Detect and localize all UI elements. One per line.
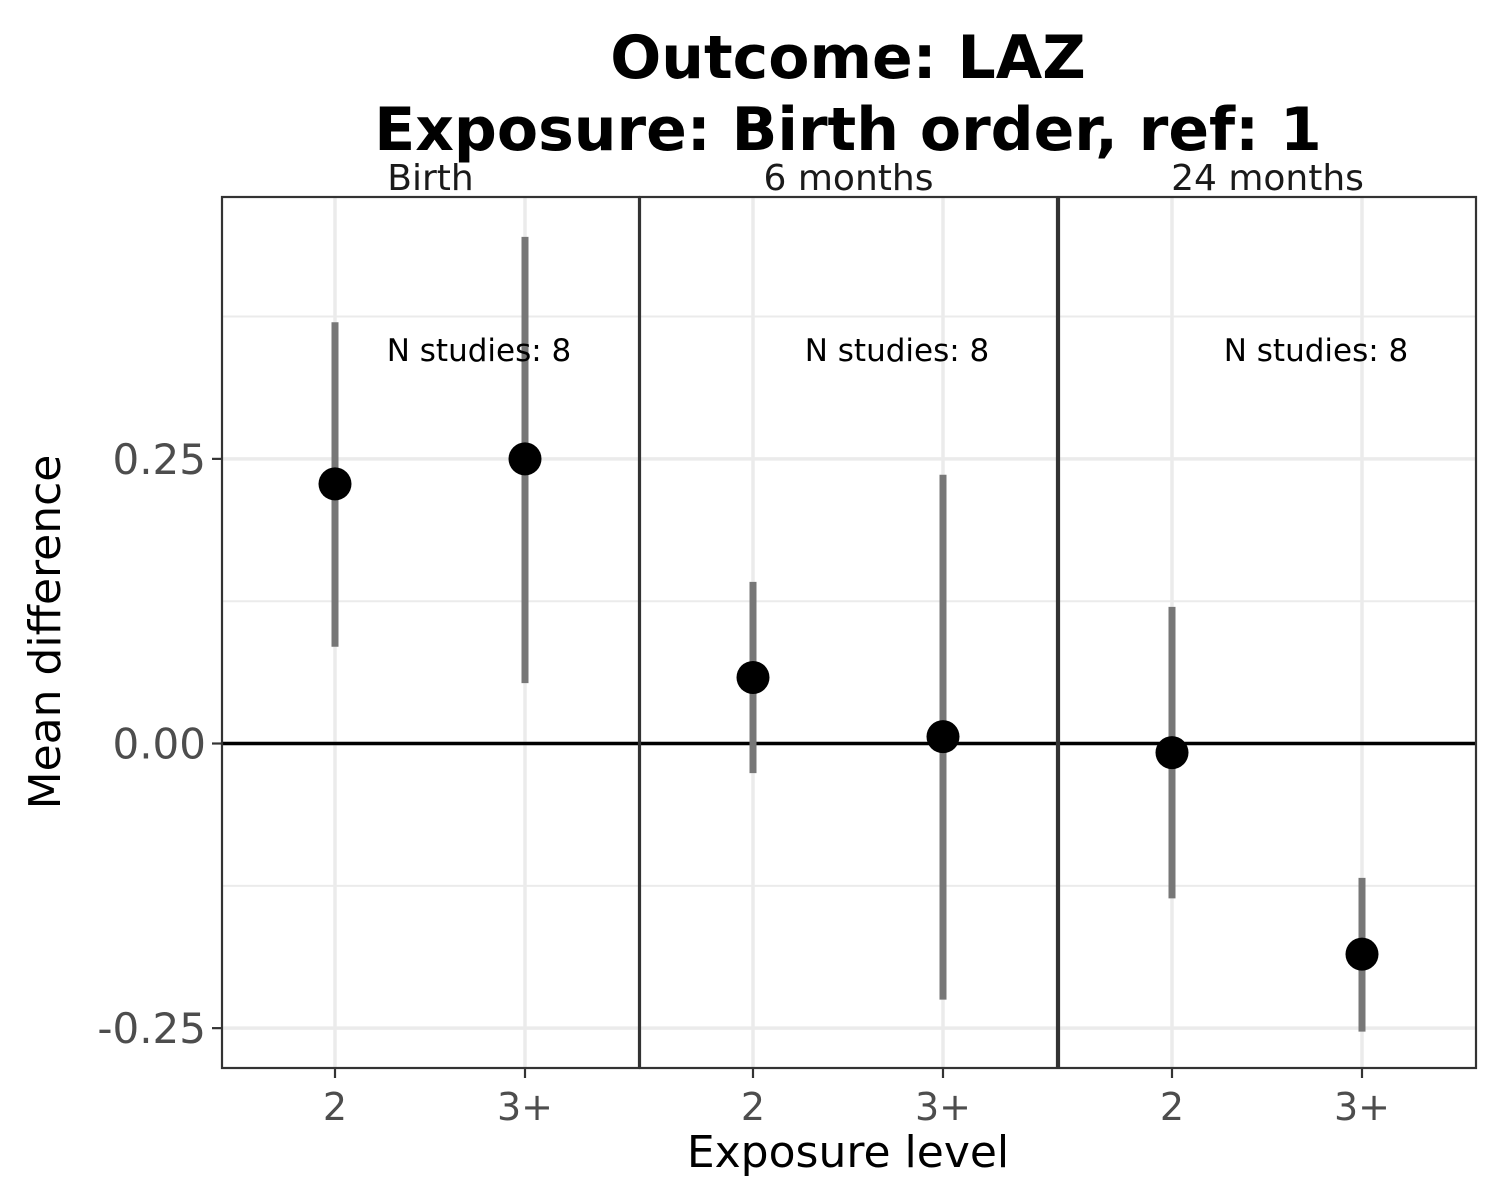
point-estimate	[736, 660, 770, 694]
y-axis-label: Mean difference	[20, 455, 71, 810]
panel-border	[1057, 195, 1478, 1070]
x-tick-label: 2	[1160, 1085, 1184, 1129]
facet-label: Birth	[387, 158, 473, 199]
x-tick-label: 3+	[1334, 1085, 1390, 1129]
y-tick-label: 0.25	[112, 435, 206, 484]
point-estimate	[926, 720, 960, 754]
x-tick-label: 2	[323, 1085, 347, 1129]
facet-label: 6 months	[764, 158, 934, 199]
y-tick-label: 0.00	[112, 720, 206, 769]
x-axis-label: Exposure level	[687, 1127, 1009, 1178]
x-tick-label: 3+	[497, 1085, 553, 1129]
panel-1: N studies: 8 Birth 2 3+	[220, 158, 641, 1129]
n-studies-label: N studies: 8	[387, 333, 572, 369]
x-tick-label: 3+	[915, 1085, 971, 1129]
panel-border	[638, 195, 1059, 1070]
point-estimate	[1345, 937, 1379, 971]
panel-background	[1059, 197, 1476, 1068]
y-axis: -0.25 0.00 0.25	[97, 435, 222, 1053]
n-studies-label: N studies: 8	[1224, 333, 1409, 369]
panel-2: N studies: 8 6 months 2 3+	[638, 158, 1059, 1129]
panel-background	[640, 197, 1057, 1068]
panel-background	[222, 197, 639, 1068]
chart-title-line-2: Exposure: Birth order, ref: 1	[374, 95, 1322, 165]
x-tick-label: 2	[741, 1085, 765, 1129]
facet-label: 24 months	[1171, 158, 1364, 199]
point-estimate	[1155, 736, 1189, 770]
panels: N studies: 8 Birth 2 3+ N studies: 8 6 months…	[220, 158, 1478, 1129]
panel-3: N studies: 8 24 months 2 3+	[1057, 158, 1478, 1129]
point-estimate	[318, 467, 352, 501]
chart-title-line-1: Outcome: LAZ	[610, 23, 1085, 93]
n-studies-label: N studies: 8	[805, 333, 990, 369]
y-tick-label: -0.25	[97, 1004, 206, 1053]
point-estimate	[508, 442, 542, 476]
